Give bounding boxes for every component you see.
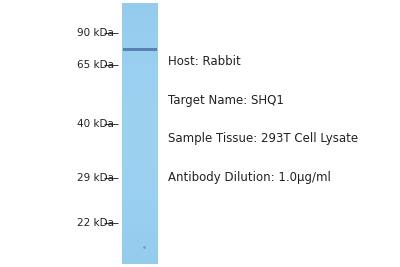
Text: 22 kDa: 22 kDa: [77, 218, 114, 228]
Text: Antibody Dilution: 1.0μg/ml: Antibody Dilution: 1.0μg/ml: [168, 171, 331, 184]
Text: 29 kDa: 29 kDa: [77, 172, 114, 183]
Text: Sample Tissue: 293T Cell Lysate: Sample Tissue: 293T Cell Lysate: [168, 132, 358, 145]
Text: Host: Rabbit: Host: Rabbit: [168, 55, 241, 68]
Text: Target Name: SHQ1: Target Name: SHQ1: [168, 94, 284, 107]
Text: 65 kDa: 65 kDa: [77, 60, 114, 70]
Text: 40 kDa: 40 kDa: [77, 119, 114, 129]
Text: 90 kDa: 90 kDa: [77, 28, 114, 38]
